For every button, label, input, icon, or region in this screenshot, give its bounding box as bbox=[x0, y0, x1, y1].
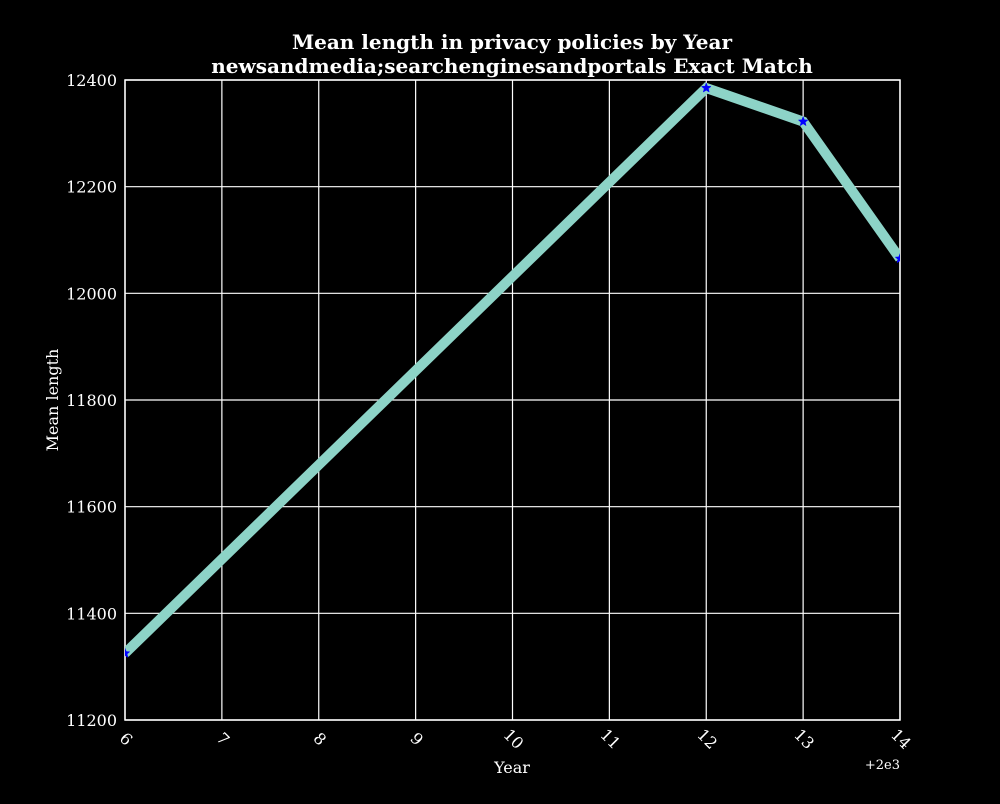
y-tick-labels: 11200 11400 11600 11800 12000 12200 12400 bbox=[66, 71, 117, 730]
data-point bbox=[797, 115, 809, 127]
y-tick-label: 11600 bbox=[66, 498, 117, 517]
x-tick-label: 8 bbox=[309, 729, 330, 750]
x-offset-label: +2e3 bbox=[865, 758, 900, 773]
series-layer bbox=[125, 82, 900, 658]
y-tick-label: 11400 bbox=[66, 604, 117, 623]
series-line bbox=[125, 82, 900, 657]
y-tick-label: 12200 bbox=[66, 178, 117, 197]
x-tick-label: 7 bbox=[213, 729, 234, 750]
chart-subtitle: newsandmedia;searchenginesandportals Exa… bbox=[211, 54, 813, 78]
plot-frame bbox=[124, 79, 901, 721]
data-point bbox=[125, 647, 131, 658]
chart-title: Mean length in privacy policies by Year bbox=[292, 30, 733, 54]
y-tick-label: 11200 bbox=[66, 711, 117, 730]
x-tick-label: 14 bbox=[887, 725, 915, 753]
x-axis-label: Year bbox=[493, 758, 530, 777]
grid bbox=[124, 79, 901, 721]
x-tick-labels: 6 7 8 9 10 11 12 13 14 bbox=[116, 725, 915, 753]
x-tick-label: 6 bbox=[116, 729, 137, 750]
x-tick-label: 12 bbox=[693, 725, 721, 753]
x-tick-label: 11 bbox=[597, 725, 625, 753]
y-tick-label: 11800 bbox=[66, 391, 117, 410]
y-tick-label: 12400 bbox=[66, 71, 117, 90]
y-tick-label: 12000 bbox=[66, 284, 117, 303]
data-point bbox=[894, 252, 900, 264]
x-tick-label: 10 bbox=[500, 725, 528, 753]
y-axis-label: Mean length bbox=[43, 349, 62, 452]
x-tick-label: 9 bbox=[406, 729, 427, 750]
data-point bbox=[700, 82, 712, 93]
x-tick-label: 13 bbox=[790, 725, 818, 753]
